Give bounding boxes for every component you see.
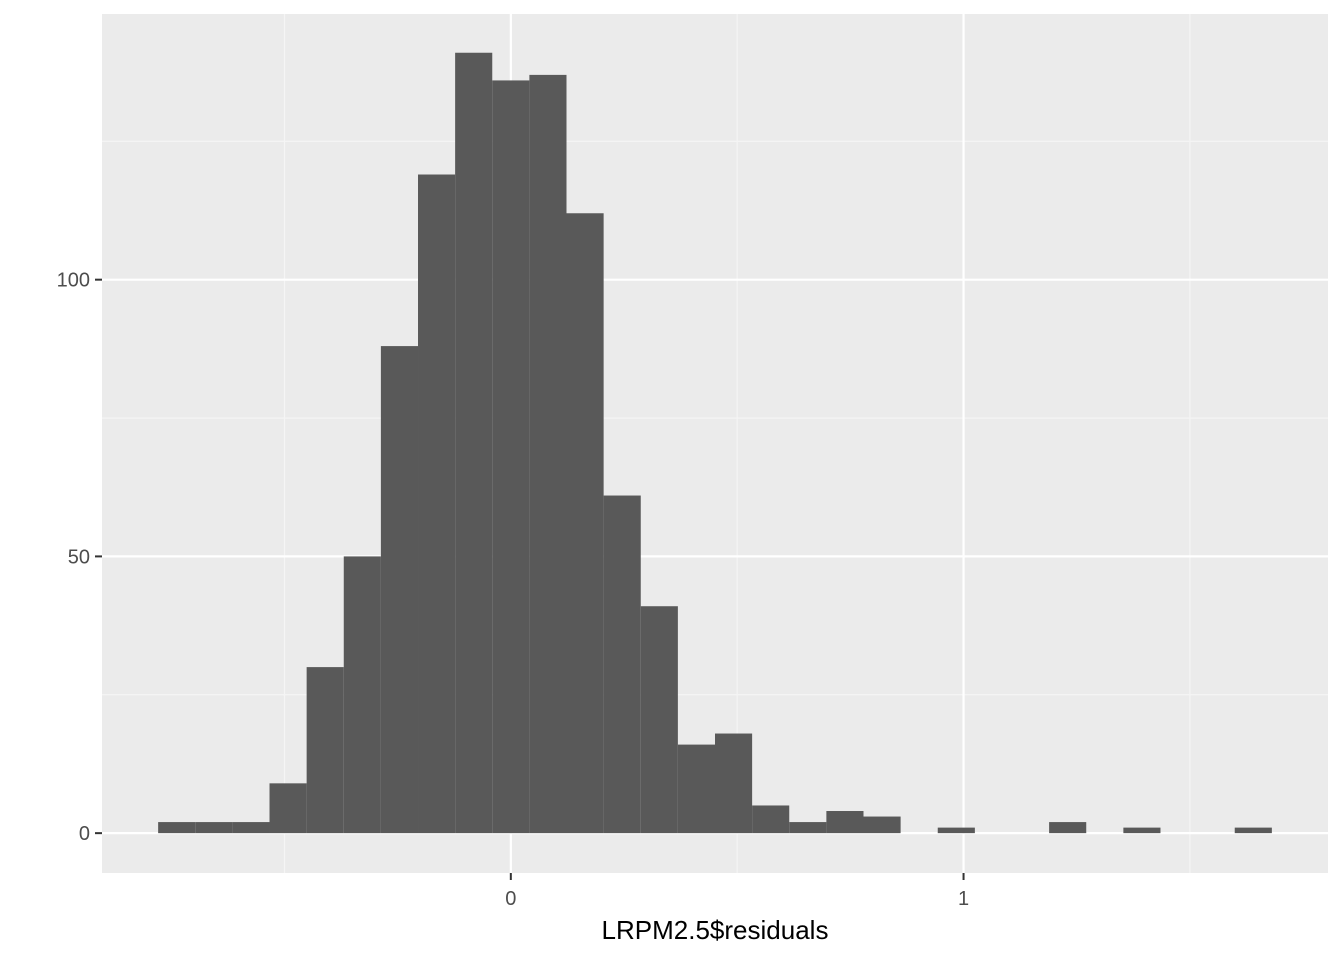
histogram-bars	[158, 52, 1272, 834]
minor-gridlines	[102, 14, 1328, 873]
histogram-bar	[603, 495, 641, 834]
x-tick-label: 0	[505, 888, 516, 910]
histogram-bar	[1123, 827, 1161, 834]
histogram-bar	[1049, 822, 1087, 834]
histogram-bar	[677, 744, 715, 834]
histogram-bar	[640, 606, 678, 834]
histogram-bar	[863, 816, 901, 834]
histogram-bar	[826, 811, 864, 834]
plot-panel	[102, 14, 1328, 873]
histogram-bar	[455, 52, 493, 834]
x-axis-title: LRPM2.5$residuals	[602, 915, 829, 945]
histogram-bar	[343, 556, 381, 834]
histogram-bar	[232, 822, 270, 834]
y-tick-label: 50	[68, 546, 90, 568]
histogram-bar	[789, 822, 827, 834]
histogram-bar	[158, 822, 196, 834]
histogram-bar	[752, 805, 790, 834]
histogram-bar	[566, 213, 604, 834]
histogram-bar	[529, 74, 567, 834]
histogram-bar	[306, 667, 344, 834]
histogram-bar	[492, 80, 530, 834]
y-tick-label: 0	[79, 823, 90, 845]
histogram-bar	[1234, 827, 1272, 834]
histogram-bar	[269, 783, 307, 834]
histogram-bar	[380, 346, 419, 834]
x-tick-label: 1	[958, 888, 969, 910]
y-axis: 0 50 100	[57, 270, 102, 845]
histogram-bar	[715, 733, 753, 834]
y-tick-label: 100	[57, 270, 90, 292]
histogram-bar	[418, 174, 456, 834]
histogram-bar	[195, 822, 233, 834]
histogram-bar	[937, 827, 975, 834]
